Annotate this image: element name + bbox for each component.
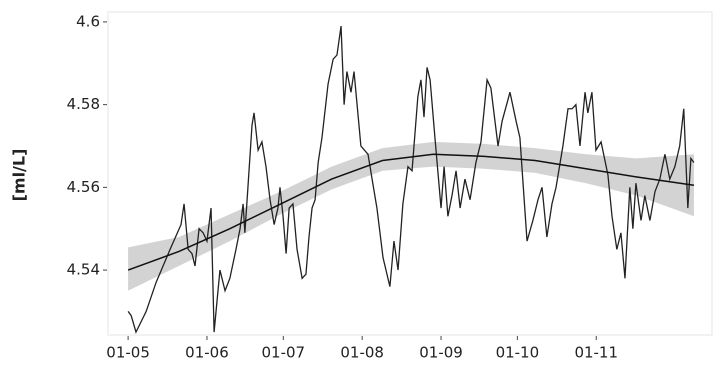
y-tick-label: 4.6: [76, 12, 100, 30]
x-tick-label: 01-10: [496, 344, 540, 362]
x-tick-label: 01-07: [262, 344, 306, 362]
x-tick-label: 01-06: [185, 344, 229, 362]
y-tick-label: 4.56: [67, 178, 100, 196]
trend-line: [127, 153, 695, 271]
y-tick-label: 4.58: [67, 95, 100, 113]
x-tick-label: 01-11: [574, 344, 618, 362]
y-tick-label: 4.54: [67, 261, 100, 279]
y-axis-label: [ml/L]: [10, 149, 29, 202]
x-tick-label: 01-08: [340, 344, 384, 362]
x-tick-label: 01-05: [106, 344, 150, 362]
x-tick-label: 01-09: [419, 344, 463, 362]
data-line: [127, 25, 695, 334]
plot-frame: [107, 11, 713, 336]
